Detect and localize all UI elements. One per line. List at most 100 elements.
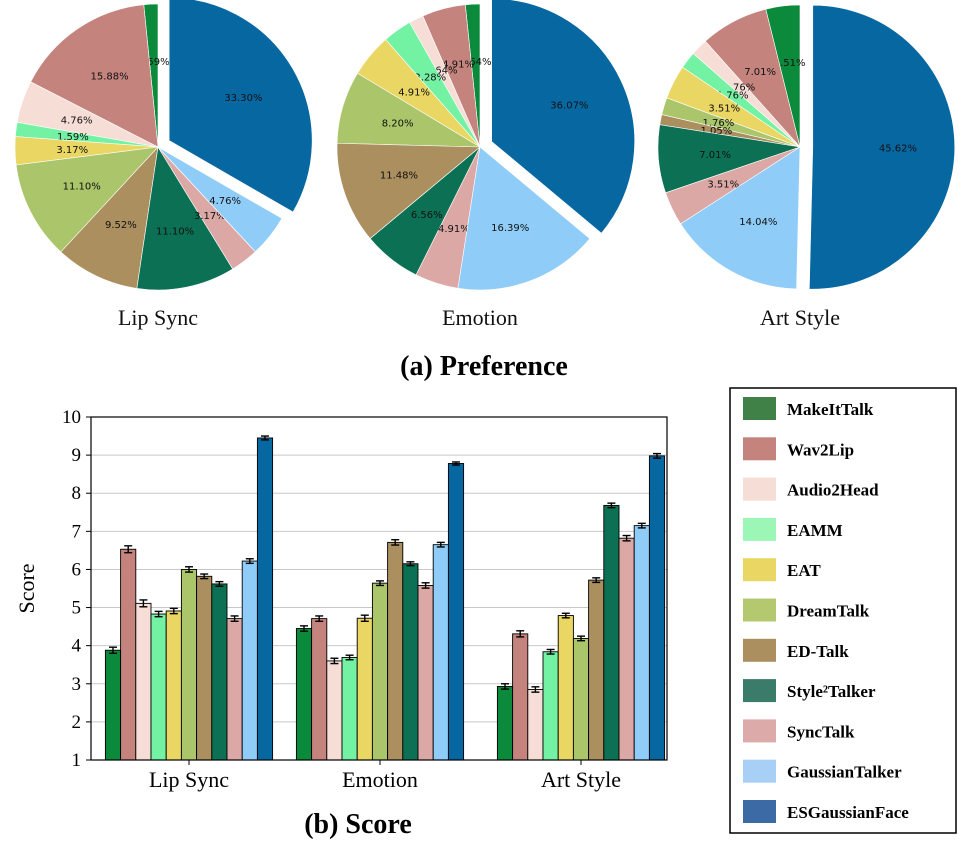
pie-slice-label: 9.52% xyxy=(105,220,137,231)
x-category-label: Art Style xyxy=(541,767,621,792)
pie-title: Emotion xyxy=(442,305,518,330)
bar-eat-0 xyxy=(165,610,182,761)
legend-swatch xyxy=(743,437,776,461)
bar-makeittalk-0 xyxy=(104,649,122,761)
pie-slice-label: 3.17% xyxy=(56,145,88,156)
pie-slice-esgaussianface xyxy=(809,4,956,290)
pie-slice-label: 7.01% xyxy=(699,150,731,161)
legend-swatch xyxy=(743,719,776,743)
pie-slice-label: 1.64% xyxy=(426,66,458,77)
pie-slice-label: 4.91% xyxy=(438,224,470,235)
bar-chart: 1 2 3 4 5 6 7 8 9 10 Lip Sync Emotion Art Style Score xyxy=(14,407,668,792)
pie-slice-style2talker xyxy=(136,146,234,291)
y-tick-label: 4 xyxy=(72,636,82,657)
legend: MakeItTalk Wav2Lip Audio2Head EAMM EAT DreamT… xyxy=(729,387,957,834)
pie-charts: 1.59%15.88%4.76%1.59%3.17%11.10%9.52%11.… xyxy=(14,0,956,330)
x-category-label: Lip Sync xyxy=(149,767,229,792)
y-tick-label: 2 xyxy=(72,712,82,733)
bar-wav2lip-2 xyxy=(512,633,529,761)
pie-slice-gaussiantalker xyxy=(157,146,283,253)
y-tick-label: 8 xyxy=(72,483,82,504)
legend-swatch xyxy=(743,558,776,582)
bar-gaussiantalker-2 xyxy=(633,525,650,761)
legend-swatch xyxy=(743,517,776,541)
pie-slice-label: 3.51% xyxy=(707,180,739,191)
plot-frame xyxy=(90,416,668,761)
pie-slice-label: 7.01% xyxy=(744,67,776,78)
bar-eat-1 xyxy=(356,617,373,761)
pie-slice-gaussiantalker xyxy=(680,146,801,290)
bar-eamm-2 xyxy=(542,651,559,761)
pie-slice-label: 14.04% xyxy=(739,217,777,228)
pie-slice-label: 1.05% xyxy=(701,126,733,137)
bar-wav2lip-0 xyxy=(120,548,137,761)
bar-audio2head-2 xyxy=(527,689,544,761)
legend-swatch xyxy=(743,800,776,823)
legend-label: ED-Talk xyxy=(787,642,849,661)
pie-slice-esgaussianface xyxy=(491,0,635,234)
bar-synctalk-1 xyxy=(417,585,434,761)
bar-audio2head-1 xyxy=(326,660,343,761)
bar-synctalk-2 xyxy=(618,537,635,761)
pie-slice-label: 6.56% xyxy=(411,210,443,221)
bar-dreamtalk-0 xyxy=(180,568,198,761)
bar-makeittalk-2 xyxy=(496,685,514,761)
pie-0: 1.59%15.88%4.76%1.59%3.17%11.10%9.52%11.… xyxy=(14,0,313,330)
legend-swatch xyxy=(743,397,776,420)
pie-slice-label: 1.76% xyxy=(724,83,756,94)
pie-slice-label: 4.76% xyxy=(61,115,93,126)
pie-slice-label: 1.59% xyxy=(138,57,170,68)
y-tick-label: 9 xyxy=(72,445,82,466)
bar-ed-talk-1 xyxy=(387,541,404,761)
legend-swatch xyxy=(743,638,776,662)
bar-dreamtalk-1 xyxy=(371,582,389,761)
pie-slice-gaussiantalker xyxy=(457,146,591,291)
pie-slice-label: 36.07% xyxy=(550,101,588,112)
pie-title: Lip Sync xyxy=(118,305,198,330)
legend-swatch xyxy=(743,679,776,703)
pie-slice-label: 16.39% xyxy=(491,223,529,234)
legend-label: Style²Talker xyxy=(787,682,876,701)
bar-synctalk-0 xyxy=(226,618,243,761)
legend-swatch xyxy=(743,759,776,783)
pie-slice-label: 4.91% xyxy=(398,88,430,99)
pie-slice-label: 3.28% xyxy=(414,73,446,84)
legend-label: EAMM xyxy=(787,521,843,540)
pie-slice-ed-talk xyxy=(60,146,159,289)
legend-label: EAT xyxy=(787,561,821,580)
y-axis-title: Score xyxy=(14,563,39,613)
pie-slice-label: 1.76% xyxy=(717,90,749,101)
x-category-label: Emotion xyxy=(342,767,418,792)
bar-eamm-1 xyxy=(341,657,358,761)
pie-1: 1.64%4.91%1.64%3.28%4.91%8.20%11.48%6.56… xyxy=(336,0,635,330)
pie-slice-label: 11.10% xyxy=(156,227,194,238)
legend-label: Audio2Head xyxy=(787,481,879,500)
pie-slice-label: 45.62% xyxy=(879,144,917,155)
legend-label: SyncTalk xyxy=(787,722,855,741)
pie-slice-label: 3.51% xyxy=(774,58,806,69)
legend-label: ESGaussianFace xyxy=(787,803,909,822)
bar-eamm-0 xyxy=(150,613,167,761)
caption-score: (b) Score xyxy=(304,809,412,840)
caption-preference: (a) Preference xyxy=(400,351,568,382)
pie-slice-label: 8.20% xyxy=(382,118,414,129)
legend-label: GaussianTalker xyxy=(787,763,902,782)
legend-label: Wav2Lip xyxy=(787,440,854,459)
pie-slice-label: 1.76% xyxy=(703,118,735,129)
pie-slice-label: 33.30% xyxy=(224,93,262,104)
pie-slice-label: 15.88% xyxy=(91,72,129,83)
bar-esgaussianface-0 xyxy=(256,437,274,761)
y-tick-label: 1 xyxy=(72,750,82,771)
pie-slice-label: 11.10% xyxy=(63,182,101,193)
pie-slice-label: 11.48% xyxy=(380,171,418,182)
pie-slice-label: 3.51% xyxy=(708,104,740,115)
bar-esgaussianface-1 xyxy=(447,463,465,761)
legend-label: MakeItTalk xyxy=(787,400,874,419)
bar-ed-talk-2 xyxy=(588,579,605,761)
legend-swatch xyxy=(743,477,776,501)
bar-makeittalk-1 xyxy=(295,628,313,761)
legend-label: DreamTalk xyxy=(787,602,870,621)
y-tick-label: 6 xyxy=(72,559,82,580)
bar-wav2lip-1 xyxy=(311,618,328,761)
